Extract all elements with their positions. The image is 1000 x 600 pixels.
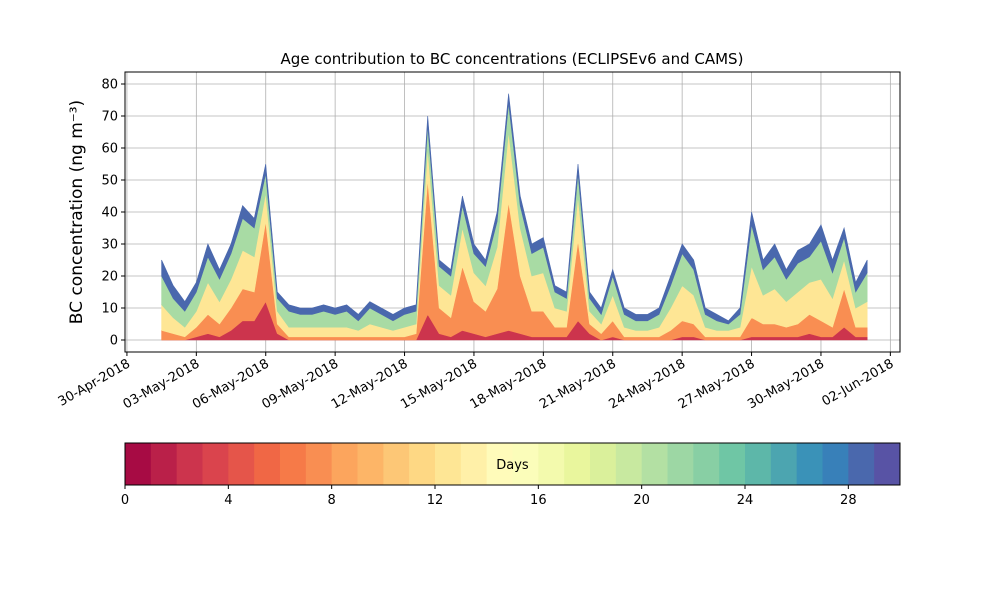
- y-axis-label: BC concentration (ng m⁻³): [67, 100, 87, 324]
- plot-frame: [124, 71, 901, 353]
- colorbar-bin: [641, 443, 668, 485]
- colorbar-tick-label: 12: [427, 493, 444, 508]
- colorbar-bin: [796, 443, 823, 485]
- colorbar-bin: [202, 443, 229, 485]
- x-tick-label: 12-May-2018: [329, 356, 411, 412]
- colorbar-bin: [280, 443, 307, 485]
- y-tick-label: 60: [101, 142, 118, 157]
- colorbar-tick-label: 28: [840, 493, 857, 508]
- colorbar-bin: [409, 443, 436, 485]
- colorbar-bin: [874, 443, 901, 485]
- areas: [161, 93, 868, 341]
- colorbar-bin: [228, 443, 255, 485]
- x-tick-label: 15-May-2018: [398, 356, 480, 412]
- colorbar-bin: [590, 443, 617, 485]
- y-tick-label: 0: [110, 334, 118, 349]
- colorbar-bin: [460, 443, 488, 485]
- x-tick-label: 03-May-2018: [121, 356, 203, 412]
- colorbar-bin: [615, 443, 643, 485]
- colorbar-bin: [357, 443, 384, 485]
- y-tick-label: 20: [101, 270, 118, 285]
- y-tick-label: 40: [101, 206, 118, 221]
- y-tick-label: 70: [101, 110, 118, 125]
- y-tick-label: 50: [101, 174, 118, 189]
- colorbar-bin: [770, 443, 798, 485]
- y-tick-label: 10: [101, 302, 118, 317]
- x-tick-label: 24-May-2018: [606, 356, 688, 412]
- colorbar-bin: [512, 443, 539, 485]
- colorbar-frame: [124, 442, 901, 486]
- colorbar-bin: [719, 443, 746, 485]
- x-tick-label: 27-May-2018: [676, 356, 758, 412]
- area-layer: [161, 93, 868, 325]
- colorbar-tick-label: 16: [530, 493, 547, 508]
- colorbar-tick-label: 4: [224, 493, 232, 508]
- colorbar-bin: [383, 443, 410, 485]
- colorbar-bin: [693, 443, 720, 485]
- colorbar-bin: [254, 443, 281, 485]
- colorbar-bin: [435, 443, 462, 485]
- y-tick-label: 30: [101, 238, 118, 253]
- colorbar-bin: [822, 443, 849, 485]
- colorbar-bin: [667, 443, 694, 485]
- colorbar-bin: [305, 443, 333, 485]
- chart-title: Age contribution to BC concentrations (E…: [281, 50, 744, 68]
- colorbar-bin: [125, 443, 152, 485]
- y-tick-label: 80: [101, 78, 118, 93]
- colorbar-bin: [745, 443, 772, 485]
- x-tick-label: 18-May-2018: [468, 356, 550, 412]
- colorbar-bin: [150, 443, 178, 485]
- colorbar-tick-label: 20: [633, 493, 650, 508]
- colorbar-bin: [331, 443, 358, 485]
- x-tick-label: 09-May-2018: [259, 356, 341, 412]
- x-tick-label: 30-May-2018: [745, 356, 827, 412]
- colorbar-tick-label: 8: [328, 493, 336, 508]
- x-tick-label: 21-May-2018: [537, 356, 619, 412]
- colorbar-bin: [564, 443, 591, 485]
- colorbar-bin: [848, 443, 875, 485]
- colorbar-bin: [486, 443, 513, 485]
- colorbar-tick-label: 0: [121, 493, 129, 508]
- colorbar-tick-label: 24: [737, 493, 754, 508]
- x-tick-label: 02-Jun-2018: [820, 356, 897, 409]
- x-tick-label: 06-May-2018: [190, 356, 272, 412]
- colorbar-bin: [538, 443, 565, 485]
- colorbar-label: Days: [496, 458, 529, 473]
- colorbar-bin: [176, 443, 203, 485]
